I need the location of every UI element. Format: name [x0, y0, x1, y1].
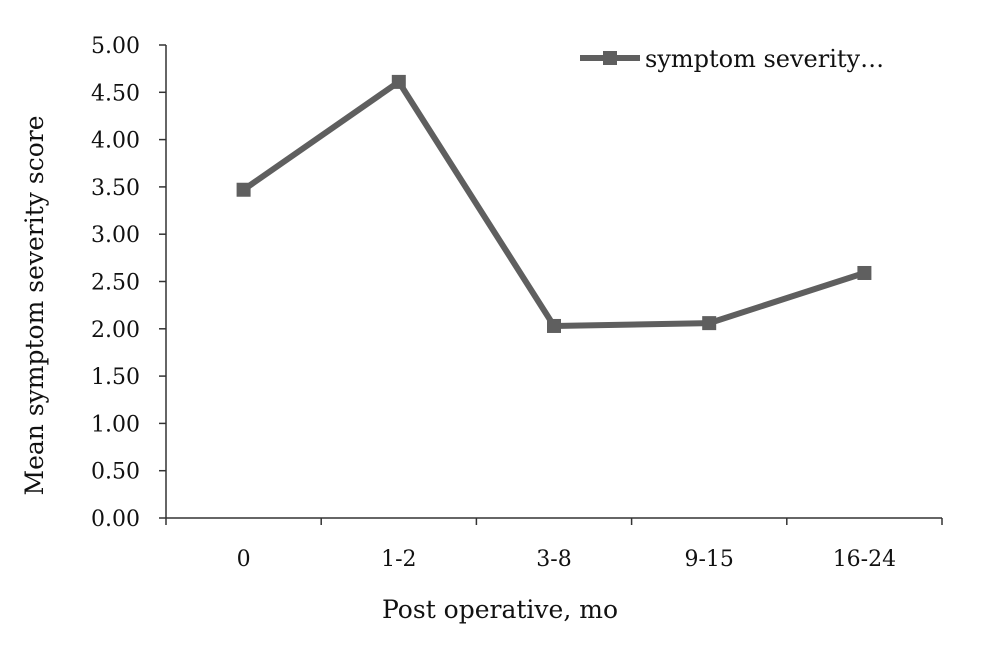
y-tick-label: 1.50: [91, 365, 140, 390]
y-tick-label: 0.00: [91, 507, 140, 532]
series-layer: [236, 74, 872, 333]
data-point-marker: [547, 318, 561, 333]
legend-marker: [603, 51, 617, 65]
legend: symptom severity…: [580, 45, 884, 73]
axes: 0.00 0.50 1.00 1.50 2.00 2.50 3.00 3.50 4.00 4.50…: [91, 34, 943, 572]
y-tick-label: 4.00: [91, 129, 140, 154]
y-axis-title: Mean symptom severity score: [20, 116, 49, 496]
legend-label: symptom severity…: [645, 45, 884, 73]
y-tick-label: 2.00: [91, 318, 140, 343]
x-tick-label: 3-8: [536, 547, 571, 572]
series-line: [241, 78, 866, 329]
y-tick-label: 5.00: [91, 34, 140, 59]
y-tick-label: 4.50: [91, 81, 140, 106]
y-tick-label: 3.00: [91, 223, 140, 248]
data-point-marker: [857, 265, 872, 280]
x-tick-label: 9-15: [684, 547, 733, 572]
data-point-marker: [391, 74, 406, 89]
x-tick-label: 0: [237, 547, 251, 572]
data-point-marker: [236, 182, 251, 197]
y-tick-label: 3.50: [91, 176, 140, 201]
x-tick-label: 16-24: [833, 547, 896, 572]
x-axis-title: Post operative, mo: [382, 595, 618, 624]
y-tick-label: 1.00: [91, 412, 140, 437]
x-tick-label: 1-2: [381, 547, 416, 572]
y-tick-label: 2.50: [91, 271, 140, 296]
y-tick-label: 0.50: [91, 460, 140, 485]
data-point-marker: [702, 316, 717, 331]
